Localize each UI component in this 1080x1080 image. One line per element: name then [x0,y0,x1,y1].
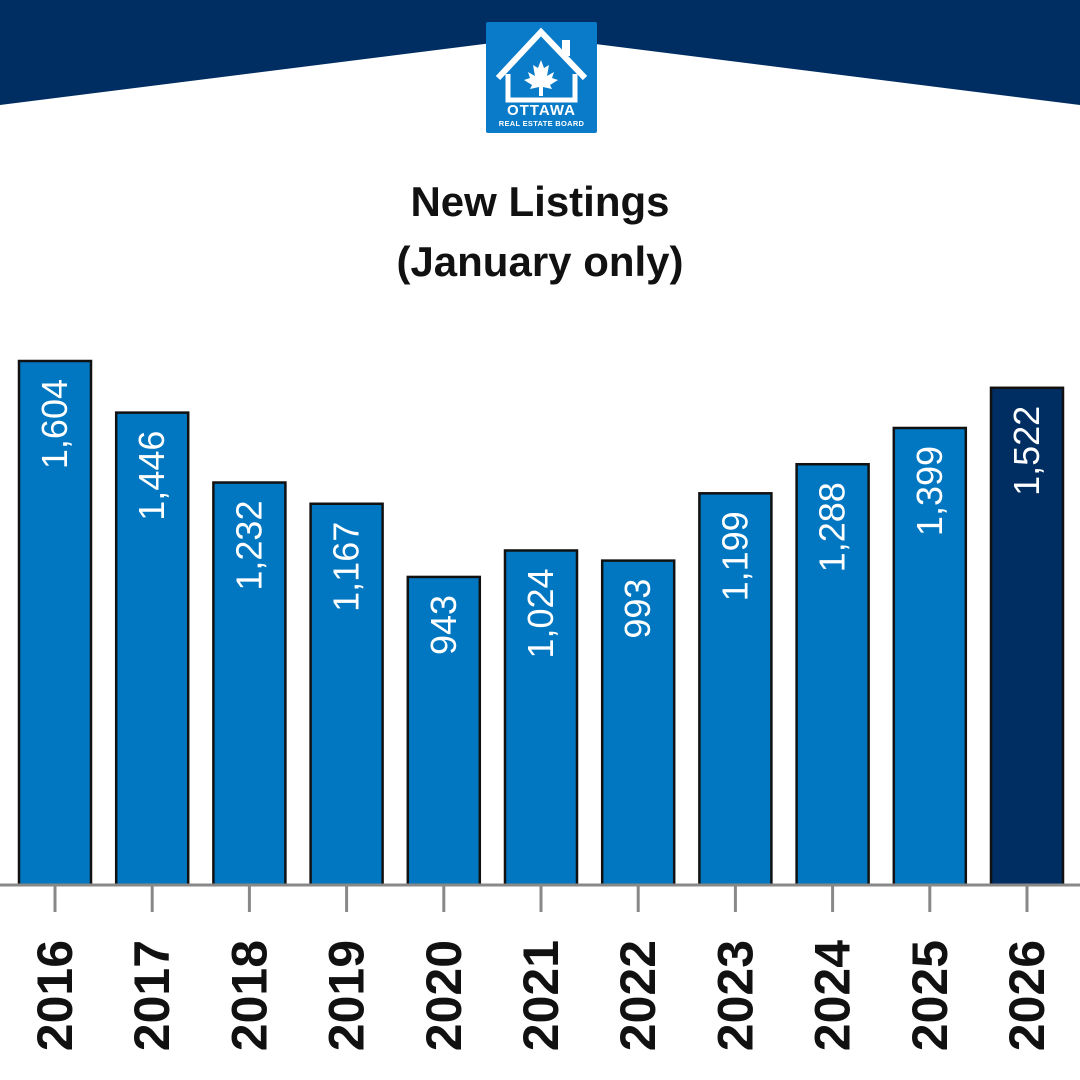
x-tick-label-2017: 2017 [124,940,180,1051]
header-banner [0,0,1080,105]
x-tick-label-2016: 2016 [27,940,83,1051]
bar-2025 [892,426,968,887]
banner-shape [0,0,1080,105]
logo-subtitle: REAL ESTATE BOARD [498,119,585,128]
x-tick-label-2023: 2023 [707,940,763,1051]
bar-2022 [600,559,676,887]
bar-2023 [698,492,773,887]
bar-2024 [795,462,870,887]
chart-title: New Listings (January only) [0,172,1080,292]
ottawa-real-estate-board-logo: OTTAWA REAL ESTATE BOARD [486,22,597,133]
x-tick-label-2021: 2021 [513,940,569,1051]
value-label-2018: 1,232 [228,501,269,591]
value-label-2024: 1,288 [812,482,853,572]
chart-title-line1: New Listings [410,178,670,225]
value-label-2022: 993 [617,579,658,639]
value-label-2020: 943 [423,595,464,655]
value-label-2025: 1,399 [909,446,950,536]
value-label-2023: 1,199 [714,511,755,601]
x-tick-label-2026: 2026 [999,940,1055,1051]
house-maple-leaf-icon [495,27,588,103]
value-label-2017: 1,446 [131,431,172,521]
bar-2016 [17,359,93,887]
x-tick-label-2022: 2022 [610,940,666,1051]
value-label-2021: 1,024 [520,568,561,658]
x-tick-label-2019: 2019 [319,940,375,1051]
bar-2020 [406,575,482,887]
value-label-2019: 1,167 [326,522,367,612]
value-label-2026: 1,522 [1006,406,1047,496]
x-tick-label-2020: 2020 [416,940,472,1051]
x-tick-label-2024: 2024 [805,940,861,1051]
x-tick-label-2025: 2025 [902,940,958,1051]
bar-2018 [212,481,287,887]
logo-wordmark: OTTAWA [506,102,577,119]
value-label-2016: 1,604 [34,379,75,469]
chart-title-line2: (January only) [396,238,684,285]
x-tick-label-2018: 2018 [221,940,277,1051]
bar-2019 [309,502,384,887]
